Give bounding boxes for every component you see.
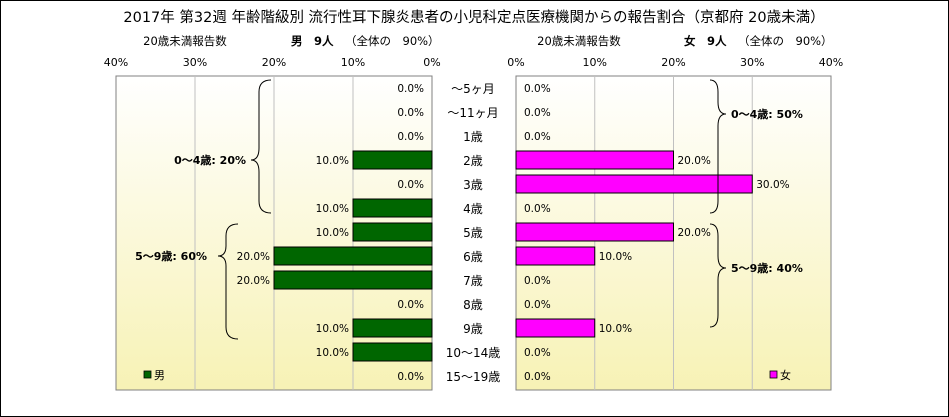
female-data-label: 0.0% bbox=[524, 107, 551, 119]
male-data-label: 0.0% bbox=[397, 83, 424, 95]
female-tick-label: 30% bbox=[740, 56, 764, 69]
female-data-label: 10.0% bbox=[599, 251, 632, 263]
female-panel: 0% 10% 20% 30% 40% 0.0% 0.0% 0.0% 20.0% 30.0% 0.0%… bbox=[507, 56, 843, 391]
female-bar bbox=[515, 150, 674, 170]
male-header: 男 9人 bbox=[291, 34, 334, 48]
age-category-label: 9歳 bbox=[463, 322, 483, 336]
age-category-label: 10～14歳 bbox=[446, 346, 501, 360]
male-bar bbox=[352, 318, 433, 338]
male-bracket-5-9: 5～9歳: 60% bbox=[135, 223, 239, 340]
male-bar bbox=[352, 342, 433, 362]
male-bar bbox=[352, 198, 433, 218]
male-data-label: 0.0% bbox=[397, 299, 424, 311]
male-header-share: （全体の 90%） bbox=[345, 34, 440, 48]
male-bracket-5-9-label: 5～9歳: 60% bbox=[135, 249, 207, 263]
age-category-labels: ～5ヶ月 ～11ヶ月 1歳 2歳 3歳 4歳 5歳 6歳 7歳 8歳 9歳 10～14歳 15～19歳 bbox=[446, 82, 501, 384]
male-data-label: 10.0% bbox=[316, 155, 349, 167]
male-data-label: 0.0% bbox=[397, 371, 424, 383]
female-data-label: 0.0% bbox=[524, 83, 551, 95]
female-legend-swatch bbox=[769, 370, 778, 379]
female-bracket-0-4-label: 0～4歳: 50% bbox=[731, 107, 803, 121]
female-header: 女 9人 bbox=[684, 34, 727, 48]
male-data-label: 0.0% bbox=[397, 131, 424, 143]
male-bar bbox=[352, 222, 433, 242]
age-category-label: 6歳 bbox=[463, 250, 483, 264]
female-data-label: 0.0% bbox=[524, 131, 551, 143]
male-data-label: 0.0% bbox=[397, 179, 424, 191]
female-data-label: 0.0% bbox=[524, 371, 551, 383]
age-category-label: 1歳 bbox=[463, 130, 483, 144]
female-bracket-0-4-brace bbox=[709, 79, 727, 214]
male-tick-label: 40% bbox=[104, 56, 128, 69]
male-data-label: 10.0% bbox=[316, 227, 349, 239]
age-category-label: 15～19歳 bbox=[446, 370, 501, 384]
chart-title: 2017年 第32週 年齢階級別 流行性耳下腺炎患者の小児科定点医療機関からの報… bbox=[123, 8, 824, 26]
male-data-label: 20.0% bbox=[237, 251, 270, 263]
male-tick-label: 20% bbox=[262, 56, 286, 69]
female-bar bbox=[515, 174, 753, 194]
male-axis-caption: 20歳未満報告数 bbox=[143, 34, 227, 48]
male-bar bbox=[273, 246, 433, 266]
female-data-label: 0.0% bbox=[524, 275, 551, 287]
male-bracket-0-4-brace bbox=[250, 79, 272, 214]
male-legend-swatch bbox=[143, 370, 152, 379]
male-panel: 40% 30% 20% 10% 0% 0.0% 0.0% 0.0% 10.0% 0.0% 10.0%… bbox=[104, 56, 441, 391]
male-data-label: 10.0% bbox=[316, 203, 349, 215]
female-data-label: 0.0% bbox=[524, 347, 551, 359]
age-category-label: 2歳 bbox=[463, 154, 483, 168]
age-category-label: 5歳 bbox=[463, 226, 483, 240]
male-bar bbox=[273, 270, 433, 290]
female-data-label: 10.0% bbox=[599, 323, 632, 335]
female-tick-label: 10% bbox=[583, 56, 607, 69]
female-data-label: 30.0% bbox=[756, 179, 789, 191]
male-bracket-0-4: 0～4歳: 20% bbox=[174, 79, 272, 214]
male-data-label: 10.0% bbox=[316, 323, 349, 335]
male-data-label: 10.0% bbox=[316, 347, 349, 359]
female-tick-label: 20% bbox=[661, 56, 685, 69]
female-bar bbox=[515, 318, 596, 338]
female-bracket-5-9-label: 5～9歳: 40% bbox=[731, 261, 803, 275]
age-category-label: ～11ヶ月 bbox=[447, 106, 498, 120]
female-data-label: 0.0% bbox=[524, 299, 551, 311]
age-category-label: 4歳 bbox=[463, 202, 483, 216]
male-tick-label: 10% bbox=[341, 56, 365, 69]
male-tick-label: 0% bbox=[423, 56, 440, 69]
female-tick-label: 40% bbox=[819, 56, 843, 69]
female-bracket-5-9-brace bbox=[709, 223, 727, 328]
male-data-label: 0.0% bbox=[397, 107, 424, 119]
female-legend-label: 女 bbox=[780, 368, 791, 382]
age-category-label: 7歳 bbox=[463, 274, 483, 288]
female-bracket-5-9: 5～9歳: 40% bbox=[709, 223, 803, 328]
female-header-share: （全体の 90%） bbox=[738, 34, 833, 48]
male-legend-label: 男 bbox=[154, 369, 165, 382]
female-data-label: 20.0% bbox=[678, 155, 711, 167]
male-bar bbox=[352, 150, 433, 170]
male-data-label: 20.0% bbox=[237, 275, 270, 287]
male-tick-label: 30% bbox=[183, 56, 207, 69]
female-bar bbox=[515, 246, 596, 266]
male-bracket-5-9-brace bbox=[217, 223, 239, 340]
female-bar bbox=[515, 222, 674, 242]
age-category-label: ～5ヶ月 bbox=[451, 82, 495, 96]
female-data-label: 0.0% bbox=[524, 203, 551, 215]
age-category-label: 8歳 bbox=[463, 298, 483, 312]
female-bracket-0-4: 0～4歳: 50% bbox=[709, 79, 803, 214]
age-category-label: 3歳 bbox=[463, 178, 483, 192]
female-data-label: 20.0% bbox=[678, 227, 711, 239]
male-bracket-0-4-label: 0～4歳: 20% bbox=[174, 153, 246, 167]
female-axis-caption: 20歳未満報告数 bbox=[537, 34, 621, 48]
female-tick-label: 0% bbox=[507, 56, 524, 69]
